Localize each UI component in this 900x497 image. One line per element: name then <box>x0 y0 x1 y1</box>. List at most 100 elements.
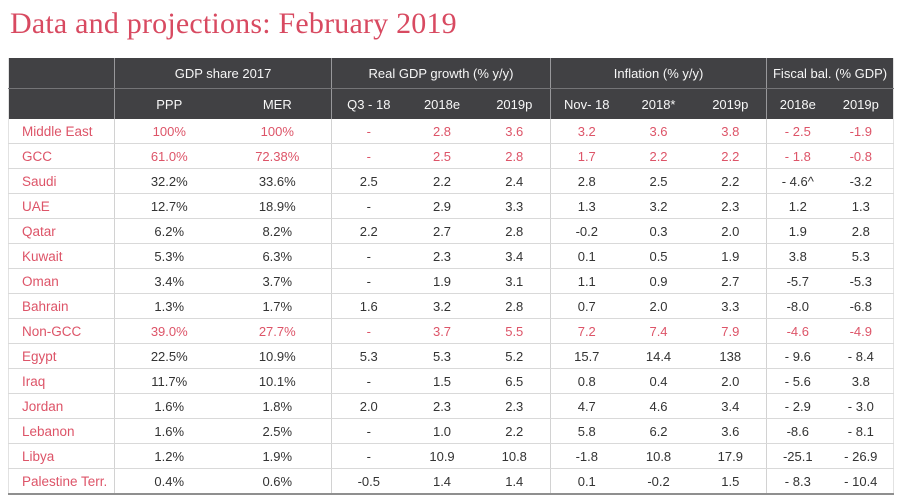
cell: 2.7 <box>694 268 767 294</box>
cell: 2.5 <box>405 143 479 169</box>
cell: 7.4 <box>622 318 695 344</box>
cell: 15.7 <box>550 343 623 369</box>
table-row: GCC 61.0% 72.38% -2.5 2.8 1.7 2.2 2.2- 1.8 -0.8 <box>8 143 894 169</box>
cell: 5.3% <box>114 243 224 269</box>
cell: - <box>331 418 406 444</box>
cell: 8.2% <box>223 218 332 244</box>
cell: 5.3 <box>331 343 406 369</box>
table-row: UAE 12.7% 18.9% -2.9 3.3 1.3 3.2 2.3 1.2 1.3 <box>8 193 894 219</box>
cell: 2.5% <box>223 418 332 444</box>
table-row: Middle East 100% 100% -2.8 3.6 3.2 3.6 3.8- 2.5… <box>8 119 894 144</box>
sub-header: 2019p <box>828 88 894 119</box>
cell: 1.0 <box>405 418 479 444</box>
cell: - 8.3 <box>766 468 829 495</box>
group-header <box>8 58 115 89</box>
cell: -25.1 <box>766 443 829 469</box>
cell: 10.9 <box>405 443 479 469</box>
table-row: Palestine Terr. 0.4% 0.6% -0.5 1.4 1.4 0.1 -0.2… <box>8 468 894 495</box>
cell: 3.4 <box>478 243 551 269</box>
row-label: Saudi <box>8 168 115 194</box>
cell: - 2.9 <box>766 393 829 419</box>
cell: - <box>331 318 406 344</box>
cell: -1.9 <box>828 119 894 144</box>
cell: 2.8 <box>405 119 479 144</box>
cell: 18.9% <box>223 193 332 219</box>
cell: 1.9 <box>694 243 767 269</box>
cell: 0.6% <box>223 468 332 495</box>
table-row: Non-GCC 39.0% 27.7% -3.7 5.5 7.2 7.4 7.9 -4.6 -4.… <box>8 318 894 344</box>
cell: - 5.6 <box>766 368 829 394</box>
table-row: Libya 1.2% 1.9% -10.9 10.8 -1.8 10.8 17.9 -25.1-… <box>8 443 894 469</box>
cell: 6.2 <box>622 418 695 444</box>
cell: -0.2 <box>550 218 623 244</box>
cell: 3.6 <box>478 119 551 144</box>
cell: 32.2% <box>114 168 224 194</box>
cell: 3.8 <box>828 368 894 394</box>
cell: 14.4 <box>622 343 695 369</box>
cell: 1.6% <box>114 418 224 444</box>
cell: -4.6 <box>766 318 829 344</box>
cell: 1.7 <box>550 143 623 169</box>
cell: -4.9 <box>828 318 894 344</box>
cell: 1.4 <box>478 468 551 495</box>
cell: 2.2 <box>478 418 551 444</box>
cell: - 2.5 <box>766 119 829 144</box>
cell: 6.5 <box>478 368 551 394</box>
cell: 17.9 <box>694 443 767 469</box>
row-label: Egypt <box>8 343 115 369</box>
cell: - <box>331 119 406 144</box>
table-row: Saudi 32.2% 33.6% 2.5 2.2 2.4 2.8 2.5 2.2- 4.6^ -… <box>8 168 894 194</box>
cell: 3.6 <box>694 418 767 444</box>
cell: -5.7 <box>766 268 829 294</box>
cell: 3.8 <box>694 119 767 144</box>
sub-header: Nov- 18 <box>550 88 623 119</box>
cell: 0.4% <box>114 468 224 495</box>
cell: 2.2 <box>331 218 406 244</box>
cell: 3.2 <box>405 293 479 319</box>
cell: 10.1% <box>223 368 332 394</box>
row-label: Palestine Terr. <box>8 468 115 495</box>
cell: 3.8 <box>766 243 829 269</box>
page-title: Data and projections: February 2019 <box>10 7 457 40</box>
cell: 1.9 <box>766 218 829 244</box>
cell: 1.2 <box>766 193 829 219</box>
cell: 10.8 <box>478 443 551 469</box>
sub-header: 2018e <box>405 88 479 119</box>
cell: -3.2 <box>828 168 894 194</box>
cell: 1.3% <box>114 293 224 319</box>
cell: 3.3 <box>478 193 551 219</box>
cell: - 9.6 <box>766 343 829 369</box>
sub-header-row: PPP MER Q3 - 18 2018e 2019p Nov- 18 2018* 2019p… <box>8 88 894 119</box>
sub-header: PPP <box>114 88 224 119</box>
cell: 100% <box>114 119 224 144</box>
cell: 0.8 <box>550 368 623 394</box>
cell: - <box>331 143 406 169</box>
row-label: Lebanon <box>8 418 115 444</box>
cell: 3.3 <box>694 293 767 319</box>
table-row: Oman 3.4% 3.7% -1.9 3.1 1.1 0.9 2.7 -5.7 -5.3 <box>8 268 894 294</box>
sub-header: 2019p <box>478 88 551 119</box>
row-label: UAE <box>8 193 115 219</box>
row-label: Kuwait <box>8 243 115 269</box>
cell: 3.2 <box>622 193 695 219</box>
cell: 39.0% <box>114 318 224 344</box>
row-label: GCC <box>8 143 115 169</box>
row-label: Iraq <box>8 368 115 394</box>
page: Data and projections: February 2019 GDP … <box>0 6 900 497</box>
cell: 2.8 <box>478 293 551 319</box>
cell: 0.1 <box>550 243 623 269</box>
group-header: Real GDP growth (% y/y) <box>331 58 551 89</box>
cell: 1.9 <box>405 268 479 294</box>
cell: 1.3 <box>550 193 623 219</box>
row-label: Libya <box>8 443 115 469</box>
sub-header: 2019p <box>694 88 767 119</box>
cell: 72.38% <box>223 143 332 169</box>
cell: 2.0 <box>622 293 695 319</box>
cell: 3.7% <box>223 268 332 294</box>
cell: 5.8 <box>550 418 623 444</box>
cell: 1.4 <box>405 468 479 495</box>
cell: 3.7 <box>405 318 479 344</box>
sub-header: Q3 - 18 <box>331 88 406 119</box>
cell: 3.4% <box>114 268 224 294</box>
cell: 27.7% <box>223 318 332 344</box>
